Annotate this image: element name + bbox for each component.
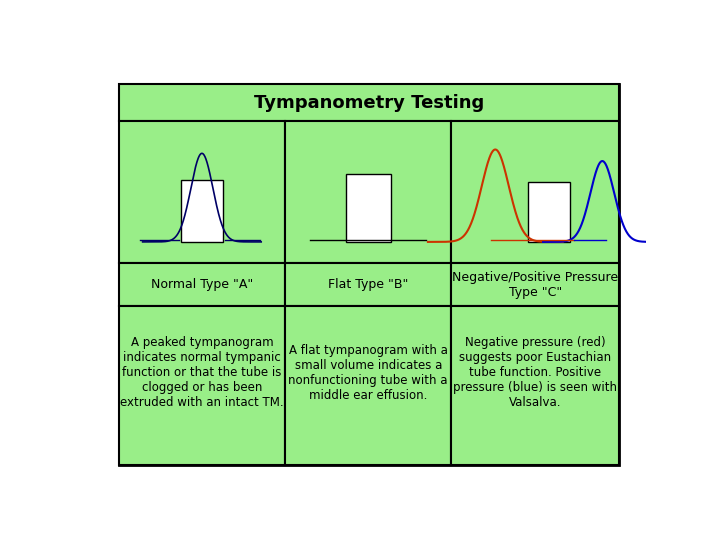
Text: Flat Type "B": Flat Type "B" (328, 278, 408, 291)
Bar (285, 306, 451, 465)
Bar (451, 264, 619, 306)
Text: Negative/Positive Pressure
Type "C": Negative/Positive Pressure Type "C" (452, 271, 618, 299)
Bar (528, 182, 570, 242)
Text: Negative pressure (red)
suggests poor Eustachian
tube function. Positive
pressur: Negative pressure (red) suggests poor Eu… (454, 336, 617, 409)
Bar (346, 174, 390, 242)
Bar (451, 306, 619, 465)
Bar (285, 121, 451, 264)
Text: A flat tympanogram with a
small volume indicates a
nonfunctioning tube with a
mi: A flat tympanogram with a small volume i… (289, 344, 448, 402)
Bar (119, 84, 619, 121)
Bar (285, 264, 451, 306)
Text: A peaked tympanogram
indicates normal tympanic
function or that the tube is
clog: A peaked tympanogram indicates normal ty… (120, 336, 284, 409)
Text: Tympanometry Testing: Tympanometry Testing (254, 93, 484, 112)
Text: Normal Type "A": Normal Type "A" (150, 278, 253, 291)
Bar (119, 121, 285, 264)
Bar (451, 121, 619, 264)
Bar (181, 180, 223, 242)
Bar (119, 306, 285, 465)
Bar (119, 264, 285, 306)
